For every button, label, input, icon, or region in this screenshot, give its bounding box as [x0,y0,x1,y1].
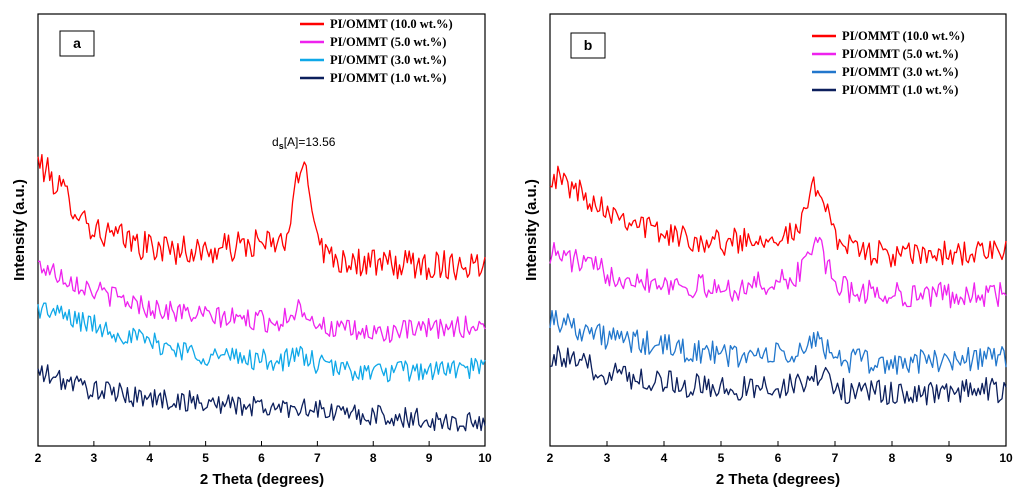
legend-label-b-4: PI/OMMT (1.0 wt.%) [842,83,958,97]
x-tick-label-a-2: 2 [35,451,42,465]
y-axis-label-a: Intensity (a.u.) [11,179,28,281]
x-ticks-b: 2 3 4 5 6 7 8 9 10 [547,441,1013,465]
legend-label-b-1: PI/OMMT (10.0 wt.%) [842,29,965,43]
x-tick-label-b-5: 5 [718,451,725,465]
panel-label-b: b [584,37,593,53]
legend-label-a-2: PI/OMMT (5.0 wt.%) [330,35,446,49]
legend-label-b-3: PI/OMMT (3.0 wt.%) [842,65,958,79]
x-tick-label-b-3: 3 [604,451,611,465]
series-group-b [549,165,1007,406]
panel-b: 2 3 4 5 6 7 8 9 10 b PI/OMMT (10.0 wt.%)PI/OMMT … [523,13,1013,488]
x-tick-label-a-5: 5 [202,451,209,465]
series-group-a [37,154,486,432]
x-tick-label-a-9: 9 [426,451,433,465]
legend-a: PI/OMMT (10.0 wt.%) PI/OMMT (5.0 wt.%) PI/… [300,17,453,85]
panel-label-box-b [570,32,606,59]
x-tick-label-a-4: 4 [146,451,153,465]
legend-b: PI/OMMT (10.0 wt.%) PI/OMMT (5.0 wt.%) PI/… [812,29,965,97]
series-line-a-3 [37,302,486,383]
x-tick-label-b-10: 10 [999,451,1013,465]
x-tick-label-a-8: 8 [370,451,377,465]
x-tick-label-a-7: 7 [314,451,321,465]
x-tick-label-a-3: 3 [91,451,98,465]
x-tick-label-b-9: 9 [946,451,953,465]
x-tick-label-b-7: 7 [832,451,839,465]
legend-label-a-1: PI/OMMT (10.0 wt.%) [330,17,453,31]
legend-label-a-4: PI/OMMT (1.0 wt.%) [330,71,446,85]
series-line-a-2 [38,260,486,343]
x-axis-label-a: 2 Theta (degrees) [200,471,324,488]
x-tick-label-a-10: 10 [478,451,492,465]
series-line-b-4 [549,345,1007,406]
peak-annotation: ds[A]=13.56 [272,135,336,151]
legend-label-a-3: PI/OMMT (3.0 wt.%) [330,53,446,67]
panel-a: 2 3 4 5 6 7 8 9 10 a ds[A]=13.56 PI/OMMT (10.0 w… [11,13,492,488]
x-tick-label-b-2: 2 [547,451,554,465]
series-line-b-3 [549,309,1007,375]
x-axis-label-b: 2 Theta (degrees) [716,471,840,488]
x-tick-label-b-6: 6 [775,451,782,465]
series-line-b-2 [549,236,1007,309]
x-tick-label-a-6: 6 [258,451,265,465]
x-tick-label-b-8: 8 [889,451,896,465]
series-line-a-4 [37,364,486,432]
y-axis-label-b: Intensity (a.u.) [523,179,540,281]
x-tick-label-b-4: 4 [661,451,668,465]
panel-label-a: a [73,35,81,51]
x-ticks-a: 2 3 4 5 6 7 8 9 10 [35,441,492,465]
series-line-a-1 [37,154,486,281]
series-line-b-1 [549,165,1007,268]
legend-label-b-2: PI/OMMT (5.0 wt.%) [842,47,958,61]
panel-label-box-a [59,30,95,57]
